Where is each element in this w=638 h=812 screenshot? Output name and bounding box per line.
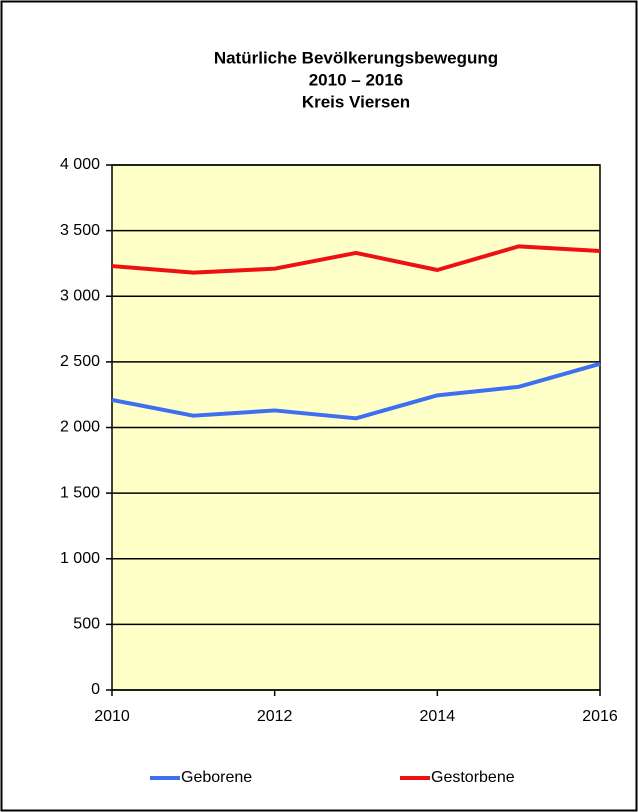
x-tick-label: 2014 xyxy=(420,708,456,725)
y-tick-label: 4 000 xyxy=(60,156,100,173)
x-tick-label: 2010 xyxy=(94,708,130,725)
y-tick-label: 500 xyxy=(73,616,100,633)
x-tick-label: 2016 xyxy=(582,708,618,725)
series-line xyxy=(111,244,601,275)
series-line xyxy=(111,361,601,421)
chart-title: 2010 – 2016 xyxy=(309,70,404,89)
y-tick-label: 1 000 xyxy=(60,550,100,567)
y-tick-label: 2 000 xyxy=(60,419,100,436)
x-tick-label: 2012 xyxy=(257,708,293,725)
y-tick-label: 0 xyxy=(91,681,100,698)
y-tick-label: 3 500 xyxy=(60,222,100,239)
legend-label: Gestorbene xyxy=(431,769,515,786)
y-tick-label: 3 000 xyxy=(60,287,100,304)
chart-title: Kreis Viersen xyxy=(302,92,410,111)
y-tick-label: 2 500 xyxy=(60,353,100,370)
chart-title: Natürliche Bevölkerungsbewegung xyxy=(214,48,498,67)
y-tick-label: 1 500 xyxy=(60,484,100,501)
legend-label: Geborene xyxy=(181,769,252,786)
